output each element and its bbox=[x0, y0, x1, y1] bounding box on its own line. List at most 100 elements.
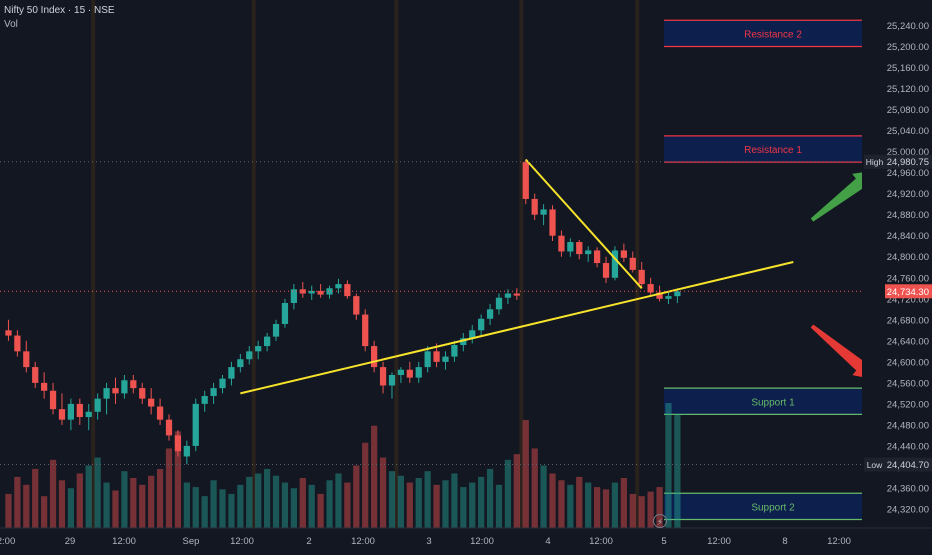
volume-bar bbox=[629, 493, 636, 528]
price-marker-tag-box bbox=[864, 154, 885, 169]
candle bbox=[281, 298, 289, 328]
price-tick-label: 25,080.00 bbox=[887, 105, 929, 116]
arrow-up-icon bbox=[810, 170, 877, 222]
candle-body bbox=[629, 257, 636, 270]
candle bbox=[611, 246, 619, 281]
volume-bar bbox=[442, 480, 449, 528]
arrows bbox=[810, 170, 878, 380]
time-tick-label: 8 bbox=[782, 536, 787, 547]
price-tick-label: 25,040.00 bbox=[887, 126, 929, 137]
candle-body bbox=[76, 403, 83, 418]
candle-body bbox=[139, 388, 146, 399]
price-tick-label: 24,520.00 bbox=[887, 399, 929, 410]
volume-bar bbox=[638, 496, 645, 528]
price-tick-label: 24,720.00 bbox=[887, 294, 929, 305]
volume-bar bbox=[344, 482, 351, 528]
candle bbox=[299, 281, 306, 298]
candle-body bbox=[299, 289, 306, 294]
candle-body bbox=[85, 411, 92, 418]
session-separator bbox=[519, 0, 524, 528]
candle bbox=[522, 159, 529, 205]
volume-bar bbox=[585, 482, 592, 528]
candle bbox=[629, 251, 636, 273]
candle bbox=[183, 440, 190, 465]
candle bbox=[255, 340, 262, 360]
candle bbox=[148, 388, 155, 415]
candle-body bbox=[263, 336, 271, 347]
volume-bar bbox=[549, 473, 556, 528]
price-tick-label: 25,120.00 bbox=[887, 84, 929, 95]
time-axis-bg bbox=[0, 528, 932, 550]
candle bbox=[335, 278, 342, 294]
price-marker-box bbox=[885, 457, 932, 472]
candle-body bbox=[576, 242, 583, 255]
volume-bar bbox=[272, 475, 280, 528]
volume-label: Vol bbox=[4, 19, 18, 30]
lightning-icon[interactable]: ⚡ bbox=[653, 514, 667, 528]
time-tick-label: 3 bbox=[426, 536, 431, 547]
volume-bar bbox=[228, 493, 235, 528]
candle bbox=[308, 285, 315, 300]
price-tick-label: 25,240.00 bbox=[887, 21, 929, 32]
candle bbox=[469, 325, 476, 344]
candle bbox=[576, 239, 583, 260]
price-marker-value: 24,734.30 bbox=[887, 287, 929, 298]
candle bbox=[638, 261, 645, 289]
candle-body bbox=[246, 351, 253, 360]
candle bbox=[451, 340, 458, 362]
candle bbox=[112, 377, 119, 404]
volume-bar bbox=[379, 457, 387, 528]
volume-bar bbox=[255, 473, 262, 528]
candle-body bbox=[460, 338, 467, 346]
candle bbox=[210, 382, 217, 404]
candle-body bbox=[58, 409, 66, 420]
price-tick-label: 24,480.00 bbox=[887, 420, 929, 431]
price-tick-label: 24,560.00 bbox=[887, 378, 929, 389]
candle-body bbox=[433, 351, 440, 362]
session-separator bbox=[91, 0, 96, 528]
volume-bar bbox=[495, 484, 503, 528]
candle-body bbox=[424, 351, 431, 368]
candle-body bbox=[14, 335, 21, 352]
candle bbox=[139, 382, 146, 404]
volume-bar bbox=[326, 480, 333, 528]
candle-body bbox=[174, 435, 182, 452]
volume-bar bbox=[121, 471, 128, 528]
candle-body bbox=[549, 209, 556, 236]
volume-bar bbox=[317, 493, 324, 528]
volume-bar bbox=[32, 468, 39, 528]
trendline bbox=[525, 158, 643, 289]
volume-bar bbox=[41, 496, 48, 528]
candle bbox=[41, 372, 48, 399]
price-tick-label: 25,000.00 bbox=[887, 147, 929, 158]
volume-bar bbox=[558, 480, 565, 528]
volume-bar bbox=[424, 471, 431, 528]
price-marker-low: 24,404.70 Low bbox=[864, 457, 932, 472]
volume-bar bbox=[371, 425, 378, 528]
candle-body bbox=[219, 378, 226, 389]
candle-body bbox=[593, 250, 601, 264]
arrow-down-icon bbox=[810, 324, 878, 380]
candle-body bbox=[638, 269, 645, 285]
arrow-up-icon-shape bbox=[810, 170, 877, 222]
price-tick-label: 24,880.00 bbox=[887, 210, 929, 221]
candle bbox=[531, 193, 538, 220]
time-tick-label: 12:00 bbox=[112, 536, 136, 547]
candle bbox=[103, 382, 110, 415]
volume-bar bbox=[540, 465, 547, 528]
zone-label: Resistance 1 bbox=[744, 145, 802, 156]
candle-body bbox=[531, 198, 538, 215]
candle bbox=[121, 374, 128, 399]
zone-fill bbox=[664, 20, 882, 47]
volume-bar bbox=[335, 473, 342, 528]
volume-bar bbox=[174, 431, 182, 528]
candle bbox=[674, 288, 681, 303]
price-tick-label: 25,200.00 bbox=[887, 42, 929, 53]
candle-body bbox=[290, 289, 297, 303]
volume-bar bbox=[647, 491, 654, 528]
candle-body bbox=[94, 398, 101, 412]
volume-bar bbox=[469, 482, 476, 528]
candle bbox=[228, 361, 235, 386]
